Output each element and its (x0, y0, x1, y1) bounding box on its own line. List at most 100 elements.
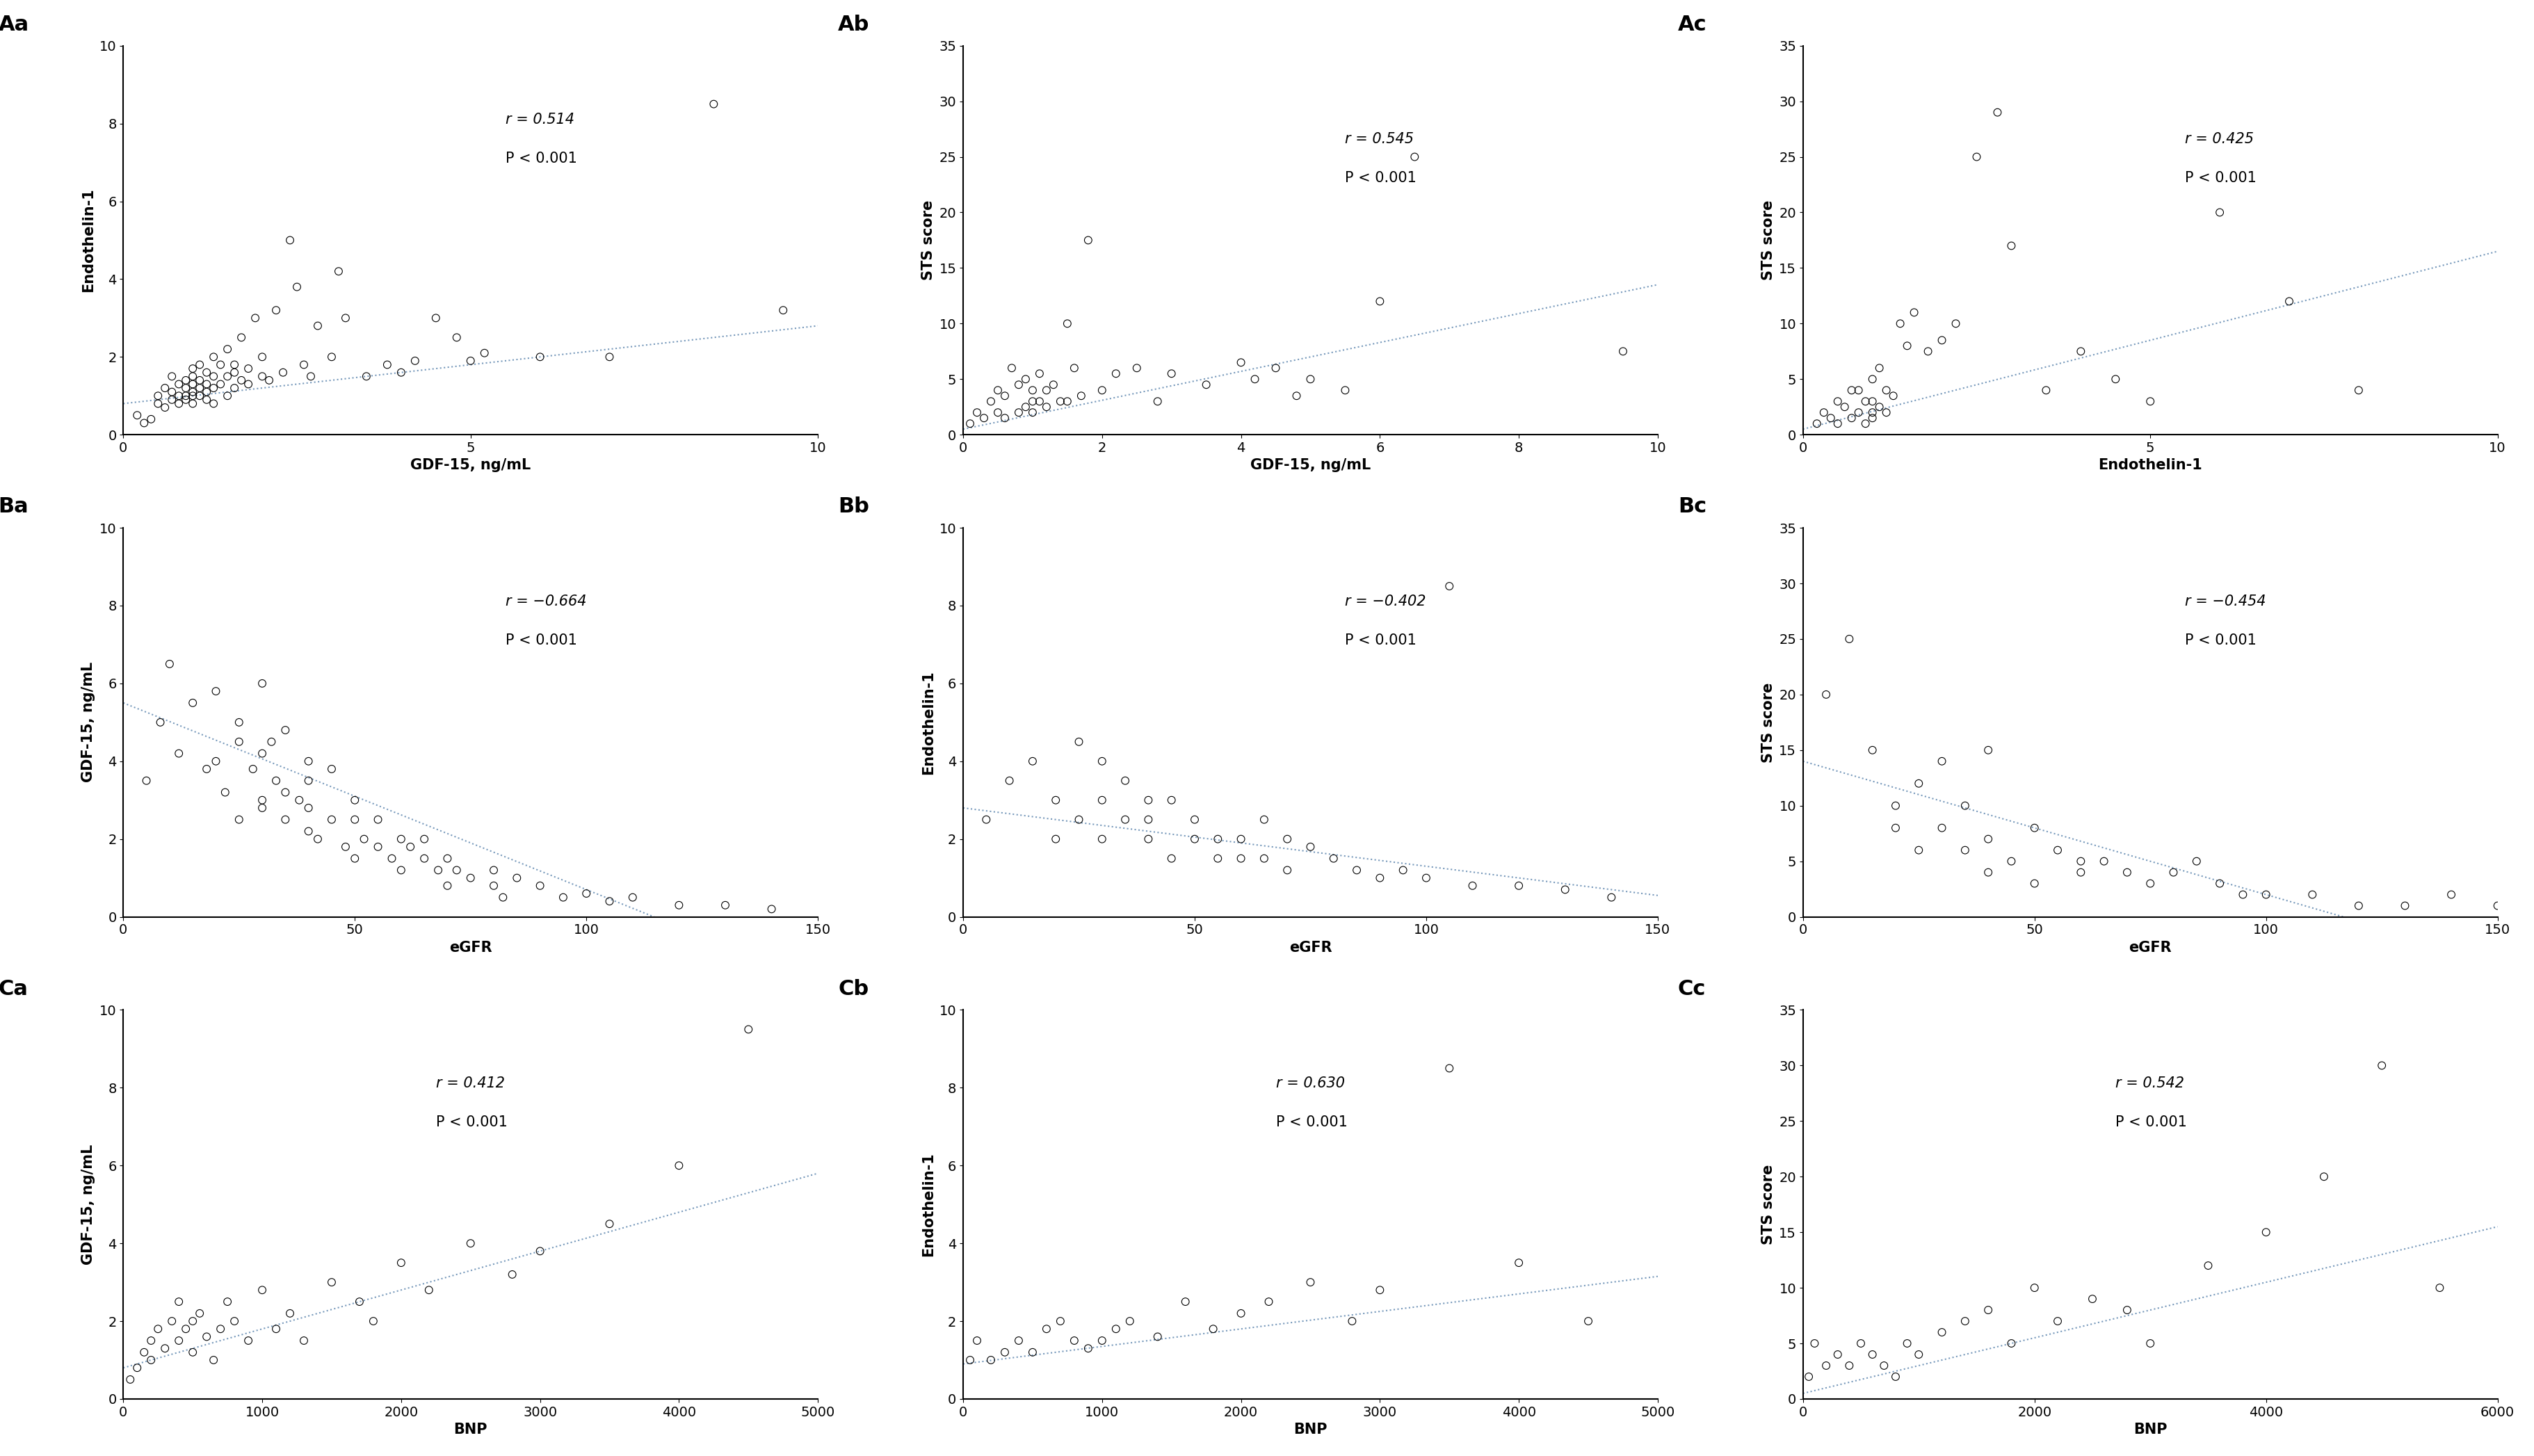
Point (986, 384, 1026, 408)
Point (2430, 882, 2471, 906)
Point (1977, 100, 2017, 124)
Point (193, 1348, 233, 1372)
X-axis label: BNP: BNP (2134, 1423, 2167, 1437)
Point (613, 885, 654, 909)
Point (1221, 351, 1262, 374)
Point (2060, 339, 2101, 363)
Point (117, 403, 157, 427)
Point (1249, 1290, 1290, 1313)
Point (1921, 329, 1961, 352)
Point (590, 890, 631, 913)
Y-axis label: Endothelin-1: Endothelin-1 (922, 1152, 935, 1257)
Point (312, 345, 352, 368)
Point (1865, 379, 1906, 402)
Point (1498, 874, 1538, 897)
Point (1194, 1318, 1234, 1341)
Point (1809, 406, 1850, 430)
Point (340, 1290, 380, 1313)
Point (269, 229, 309, 252)
Point (289, 820, 329, 843)
Point (312, 1271, 352, 1294)
Point (1845, 390, 1885, 414)
Point (2131, 872, 2172, 895)
Point (152, 380, 193, 403)
Text: Ab: Ab (839, 15, 869, 35)
Point (200, 1318, 241, 1341)
Point (1335, 859, 1376, 882)
Point (228, 1329, 269, 1353)
Point (1267, 859, 1308, 882)
Point (727, 1018, 768, 1041)
Point (334, 847, 375, 871)
Point (1039, 1309, 1079, 1332)
Point (390, 836, 431, 859)
Point (1921, 817, 1961, 840)
Point (1138, 390, 1178, 414)
Point (256, 769, 296, 792)
Point (1186, 373, 1226, 396)
Point (2200, 201, 2240, 224)
Point (1290, 836, 1330, 859)
Point (2384, 894, 2425, 917)
Point (1860, 395, 1900, 418)
Point (1830, 628, 1870, 651)
Point (144, 396, 185, 419)
Point (165, 368, 205, 392)
Point (750, 897, 791, 920)
Point (436, 859, 476, 882)
Point (1333, 1309, 1373, 1332)
Point (1898, 1342, 1939, 1366)
Point (2268, 290, 2308, 313)
Point (963, 406, 1003, 430)
Point (1852, 400, 1893, 424)
Point (1047, 390, 1087, 414)
Point (474, 874, 514, 897)
Point (241, 364, 281, 387)
Text: P < 0.001: P < 0.001 (2184, 633, 2258, 648)
Point (380, 859, 421, 882)
Point (137, 384, 177, 408)
Point (2015, 872, 2055, 895)
Point (251, 729, 291, 753)
Point (986, 406, 1026, 430)
Point (1969, 860, 2009, 884)
Point (215, 377, 256, 400)
Point (1082, 1329, 1123, 1353)
Text: P < 0.001: P < 0.001 (1275, 1115, 1348, 1130)
Point (1026, 1318, 1067, 1341)
Point (1865, 400, 1906, 424)
Point (367, 352, 408, 376)
Point (1908, 339, 1949, 363)
Point (484, 885, 525, 909)
Point (1832, 379, 1873, 402)
Point (165, 389, 205, 412)
Point (1054, 1329, 1095, 1353)
Point (1888, 333, 1928, 357)
Point (215, 361, 256, 384)
Text: r = −0.664: r = −0.664 (504, 594, 585, 609)
Point (132, 1329, 172, 1353)
Y-axis label: Endothelin-1: Endothelin-1 (922, 670, 935, 775)
Point (1830, 1354, 1870, 1377)
Point (958, 1329, 998, 1353)
Point (978, 379, 1019, 402)
Point (1860, 357, 1900, 380)
Point (418, 859, 459, 882)
Point (1325, 379, 1366, 402)
Point (1804, 400, 1845, 424)
Point (1059, 808, 1100, 831)
Point (188, 380, 228, 403)
Point (380, 827, 421, 850)
Point (2131, 390, 2172, 414)
Point (1406, 866, 1447, 890)
X-axis label: eGFR: eGFR (1290, 941, 1333, 955)
Point (2025, 379, 2065, 402)
Point (1221, 1302, 1262, 1325)
Point (345, 827, 385, 850)
Point (1110, 1309, 1150, 1332)
Point (2245, 1220, 2286, 1243)
Point (236, 306, 276, 329)
Point (2362, 1054, 2402, 1077)
Point (188, 361, 228, 384)
Point (1921, 1321, 1961, 1344)
